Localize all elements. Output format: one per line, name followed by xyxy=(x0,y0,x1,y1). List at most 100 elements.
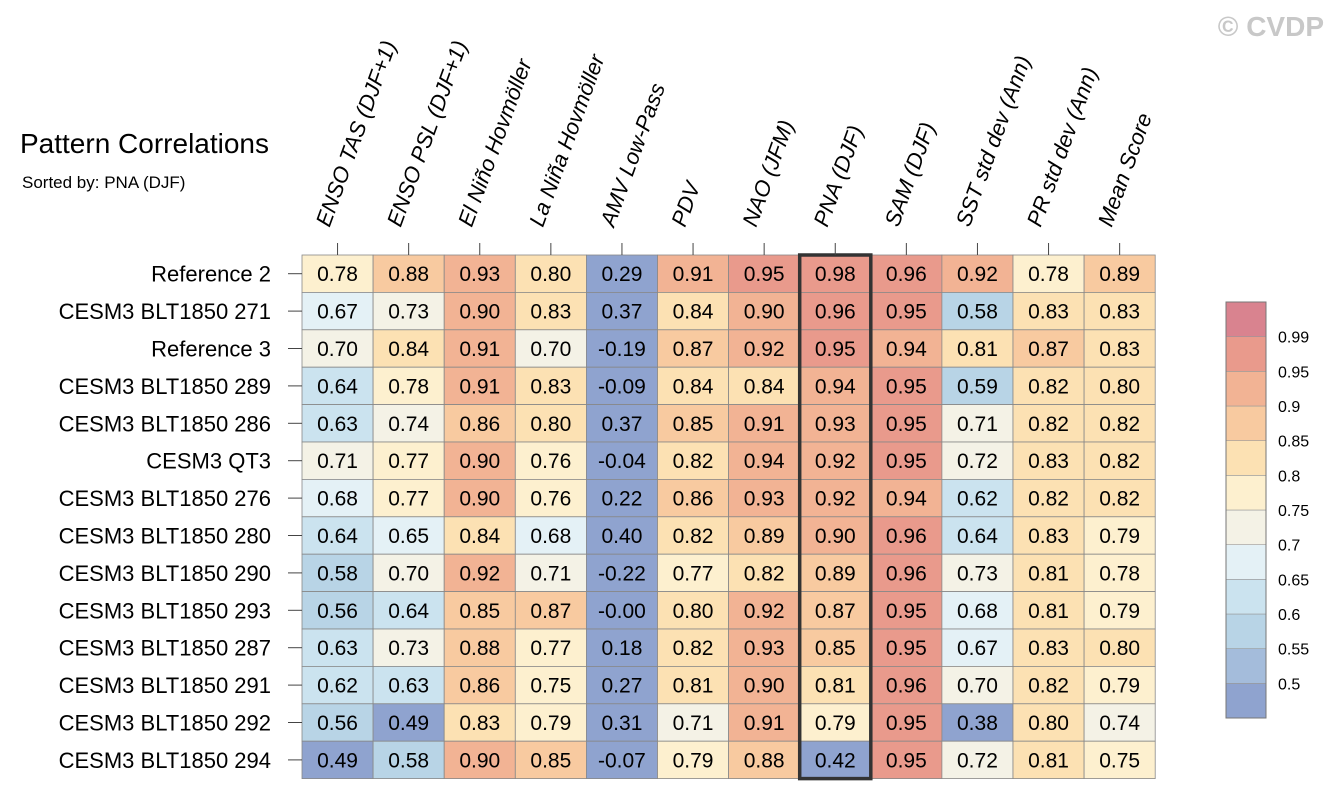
row-label: CESM3 BLT1850 271 xyxy=(59,299,271,324)
heatmap-cell xyxy=(728,628,801,667)
cell-value-label: 0.82 xyxy=(673,525,714,548)
cell-value-label: 0.86 xyxy=(673,488,714,511)
cell-value-label: 0.68 xyxy=(530,525,571,548)
heatmap-cell xyxy=(1083,628,1156,667)
colorbar-segment xyxy=(1225,440,1267,476)
heatmap-cell xyxy=(1012,628,1085,667)
heatmap-cell xyxy=(1012,740,1085,780)
cell-value-label: 0.67 xyxy=(957,637,998,660)
heatmap-cell xyxy=(443,666,516,705)
column-label: PR std dev (Ann) xyxy=(1022,64,1103,230)
column-label: La Niña Hovmöller xyxy=(524,50,610,230)
cell-value-label: 0.95 xyxy=(886,637,927,660)
cell-value-label: 0.95 xyxy=(886,301,927,324)
cell-value-label: 0.82 xyxy=(1099,413,1140,436)
cell-value-label: 0.92 xyxy=(744,338,785,361)
column-label: PNA (DJF) xyxy=(808,122,868,230)
row-labels: Reference 2 CESM3 BLT1850 271 Reference 3 C… xyxy=(59,262,302,773)
heatmap-cell xyxy=(941,516,1014,555)
heatmap-cell xyxy=(1012,516,1085,555)
heatmap-cell xyxy=(443,329,516,368)
cell-value-label: -0.22 xyxy=(598,562,646,585)
heatmap-cell xyxy=(372,254,445,293)
heatmap-cell xyxy=(657,703,729,742)
heatmap-cell xyxy=(941,591,1014,630)
chart-title: Pattern Correlations xyxy=(20,128,269,159)
heatmap-cell xyxy=(514,703,587,742)
colorbar-segment xyxy=(1225,371,1267,407)
heatmap-cell xyxy=(301,366,374,406)
cell-value-label: 0.70 xyxy=(388,562,429,585)
cell-value-label: 0.85 xyxy=(459,600,500,623)
cell-value-label: -0.09 xyxy=(598,375,646,398)
cell-value-label: 0.82 xyxy=(673,637,714,660)
cell-value-label: 0.82 xyxy=(744,562,785,585)
cell-value-label: 0.92 xyxy=(815,450,856,473)
cell-value-label: 0.81 xyxy=(673,675,714,698)
cell-value-label: 0.68 xyxy=(317,488,358,511)
colorbar-segment xyxy=(1225,613,1267,649)
heatmap-cell xyxy=(657,740,729,780)
heatmap-cell xyxy=(514,329,587,368)
cell-value-label: 0.80 xyxy=(673,600,714,623)
cell-value-label: 0.84 xyxy=(744,375,785,398)
cell-value-label: 0.95 xyxy=(815,338,856,361)
heatmap-cell xyxy=(728,366,801,406)
cell-value-label: 0.70 xyxy=(530,338,571,361)
cell-value-label: 0.75 xyxy=(530,675,571,698)
cell-value-label: 0.72 xyxy=(957,749,998,772)
cell-value-label: 0.81 xyxy=(957,338,998,361)
cell-value-label: 0.64 xyxy=(317,525,358,548)
heatmap-cell xyxy=(941,703,1014,742)
heatmap-cell xyxy=(657,366,729,406)
heatmap-cell xyxy=(1083,703,1156,742)
heatmap-cell xyxy=(586,740,658,780)
cell-value-label: 0.83 xyxy=(530,375,571,398)
colorbar-segment xyxy=(1225,544,1267,580)
cell-value-label: 0.80 xyxy=(530,263,571,286)
cell-value-label: 0.22 xyxy=(602,488,643,511)
row-label: Reference 2 xyxy=(151,262,271,287)
heatmap-cell xyxy=(1012,553,1085,593)
cell-value-label: 0.93 xyxy=(815,413,856,436)
cell-value-label: 0.83 xyxy=(1099,301,1140,324)
cell-value-label: 0.92 xyxy=(459,562,500,585)
row-label: CESM3 BLT1850 292 xyxy=(59,711,271,736)
cell-value-label: 0.95 xyxy=(744,263,785,286)
heatmap-cell xyxy=(941,291,1014,331)
cell-value-label: 0.62 xyxy=(317,675,358,698)
cell-value-label: 0.89 xyxy=(1099,263,1140,286)
cell-value-label: 0.95 xyxy=(886,413,927,436)
cell-value-label: 0.78 xyxy=(1028,263,1069,286)
colorbar-segment xyxy=(1225,509,1267,545)
heatmap-cell xyxy=(1012,703,1085,742)
cell-value-label: 0.96 xyxy=(886,525,927,548)
heatmap-cell xyxy=(514,291,587,331)
heatmap-cell xyxy=(372,703,445,742)
heatmap-cell xyxy=(443,404,516,443)
heatmap-cell xyxy=(728,553,801,593)
cell-value-label: 0.94 xyxy=(886,488,927,511)
cell-value-label: 0.96 xyxy=(815,301,856,324)
cell-value-label: 0.87 xyxy=(673,338,714,361)
column-label: ENSO TAS (DJF+1) xyxy=(311,37,401,230)
cell-value-label: 0.94 xyxy=(815,375,856,398)
colorbar-segment xyxy=(1225,683,1267,719)
heatmap-cell xyxy=(1012,666,1085,705)
heatmap-cell xyxy=(1083,441,1156,480)
cell-value-label: 0.80 xyxy=(1099,375,1140,398)
cell-value-label: 0.64 xyxy=(388,600,429,623)
column-labels: ENSO TAS (DJF+1)ENSO PSL (DJF+1)El Niño … xyxy=(311,37,1157,255)
cell-value-label: 0.77 xyxy=(673,562,714,585)
cell-value-label: 0.96 xyxy=(886,263,927,286)
cell-value-label: 0.98 xyxy=(815,263,856,286)
heatmap-cell xyxy=(799,740,872,780)
column-label: ENSO PSL (DJF+1) xyxy=(382,37,472,230)
heatmap-cell xyxy=(514,740,587,780)
cell-value-label: 0.82 xyxy=(673,450,714,473)
cell-value-label: 0.83 xyxy=(530,301,571,324)
heatmap-cell xyxy=(728,740,801,780)
heatmap-cell xyxy=(372,291,445,331)
cell-value-label: 0.83 xyxy=(1099,338,1140,361)
